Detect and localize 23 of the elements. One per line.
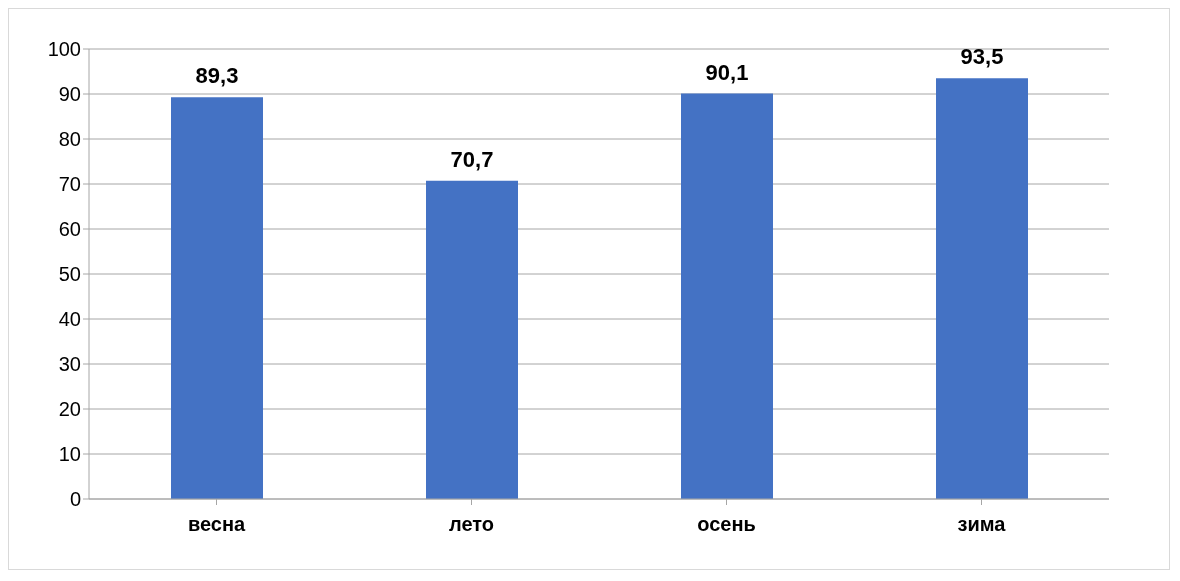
y-tick-label: 90 (58, 83, 81, 106)
bar (426, 180, 518, 499)
y-tick-label: 0 (69, 488, 81, 511)
data-label: 70,7 (450, 146, 494, 172)
y-tick-label: 10 (58, 443, 81, 466)
data-label: 90,1 (705, 59, 749, 85)
y-tick-label: 20 (58, 398, 81, 421)
y-tick-label: 70 (58, 173, 81, 196)
x-tick-label: весна (187, 513, 246, 536)
x-tick-label: осень (697, 513, 756, 536)
y-tick-label: 80 (58, 128, 81, 151)
x-tick-label: зима (957, 513, 1007, 536)
x-tick-label: лето (448, 513, 495, 536)
y-tick-label: 100 (47, 38, 81, 61)
y-tick-label: 30 (58, 353, 81, 376)
data-label: 89,3 (195, 63, 239, 89)
bar (681, 93, 773, 499)
bar (936, 78, 1028, 499)
y-tick-label: 50 (58, 263, 81, 286)
y-tick-label: 40 (58, 308, 81, 331)
data-label: 93,5 (960, 44, 1004, 70)
bar (171, 97, 263, 499)
y-tick-label: 60 (58, 218, 81, 241)
